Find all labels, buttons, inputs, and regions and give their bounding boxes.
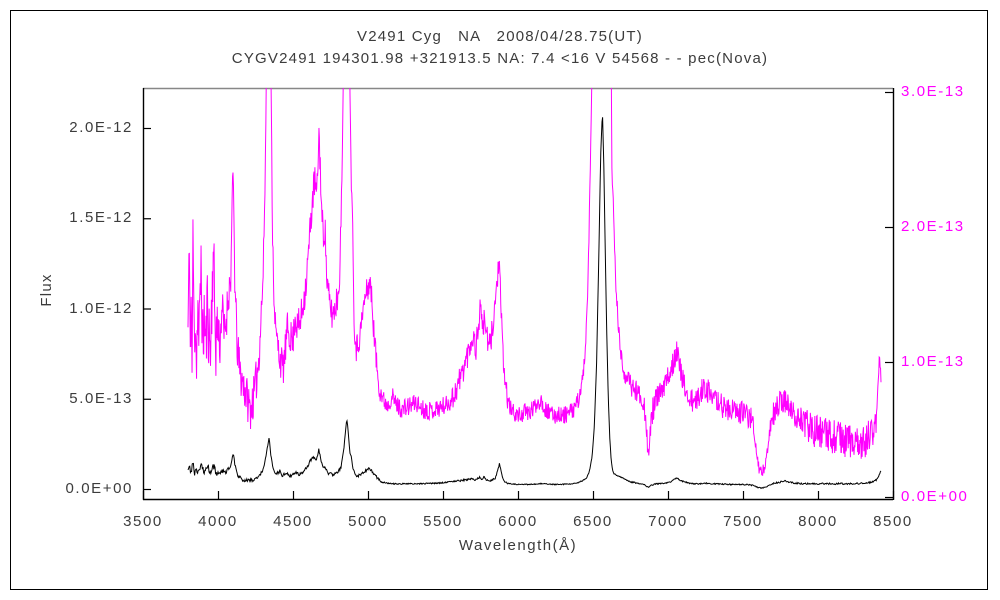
left-axis-tick-label: 0.0E+00 (65, 480, 133, 497)
x-tick-label: 8000 (798, 513, 838, 530)
x-tick-label: 6000 (498, 513, 538, 530)
right-axis-ticks (885, 91, 893, 499)
x-tick-label: 5500 (423, 513, 463, 530)
spectrum-flux-black (187, 117, 882, 490)
right-axis-tick-label: 3.0E-13 (901, 83, 965, 100)
left-axis-ticks (143, 127, 151, 491)
x-ticks (142, 491, 895, 499)
right-axis-tick-label: 1.0E-13 (901, 353, 965, 370)
chart-title-line2: CYGV2491 194301.98 +321913.5 NA: 7.4 <16… (231, 50, 769, 67)
x-axis-label: Wavelength(Å) (458, 537, 578, 554)
left-axis-tick-label: 1.5E-12 (69, 209, 133, 227)
left-axis-tick-label: 2.0E-12 (69, 119, 133, 136)
chart-title-line1: V2491 Cyg NA 2008/04/28.75(UT) (357, 28, 643, 45)
x-tick-label: 4500 (273, 513, 313, 530)
x-tick-label: 5000 (348, 513, 388, 530)
x-tick-label: 7000 (648, 513, 688, 530)
x-tick-label: 8500 (873, 513, 913, 530)
spectrum-scaled-magenta (187, 88, 882, 476)
x-tick-label: 3500 (123, 513, 163, 530)
x-tick-label: 7500 (723, 513, 763, 530)
right-axis-tick-label: 0.0E+00 (901, 488, 969, 505)
left-axis-tick-label: 1.0E-12 (69, 299, 133, 317)
left-axis-tick-label: 5.0E-13 (69, 389, 133, 407)
x-tick-label: 4000 (198, 513, 238, 530)
window-border (10, 10, 988, 590)
x-tick-label: 6500 (573, 513, 613, 530)
right-axis-tick-label: 2.0E-13 (901, 218, 965, 235)
